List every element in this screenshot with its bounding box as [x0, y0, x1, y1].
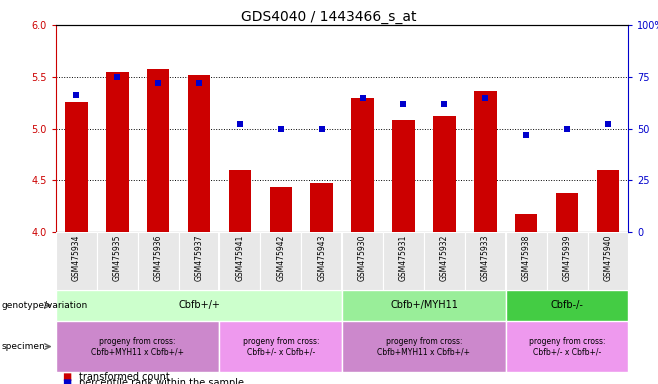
Text: Cbfb-/-: Cbfb-/-: [551, 300, 584, 310]
FancyBboxPatch shape: [56, 290, 342, 321]
Bar: [270, 187, 292, 232]
FancyBboxPatch shape: [424, 232, 465, 290]
Bar: [147, 68, 169, 232]
Text: transformed count: transformed count: [79, 372, 170, 382]
Bar: [229, 170, 251, 232]
Text: GSM475935: GSM475935: [113, 235, 122, 281]
Text: GSM475939: GSM475939: [563, 235, 572, 281]
Text: progeny from cross:
Cbfb+MYH11 x Cbfb+/+: progeny from cross: Cbfb+MYH11 x Cbfb+/+: [378, 337, 470, 356]
FancyBboxPatch shape: [465, 232, 506, 290]
Text: GSM475933: GSM475933: [481, 235, 490, 281]
FancyBboxPatch shape: [97, 232, 138, 290]
Text: GSM475942: GSM475942: [276, 235, 286, 281]
Text: GSM475943: GSM475943: [317, 235, 326, 281]
Text: GSM475941: GSM475941: [236, 235, 244, 281]
Text: Cbfb+/MYH11: Cbfb+/MYH11: [390, 300, 458, 310]
FancyBboxPatch shape: [506, 321, 628, 372]
FancyBboxPatch shape: [506, 290, 628, 321]
Text: progeny from cross:
Cbfb+/- x Cbfb+/-: progeny from cross: Cbfb+/- x Cbfb+/-: [529, 337, 605, 356]
Text: progeny from cross:
Cbfb+/- x Cbfb+/-: progeny from cross: Cbfb+/- x Cbfb+/-: [243, 337, 319, 356]
Bar: [433, 116, 455, 232]
FancyBboxPatch shape: [56, 232, 97, 290]
FancyBboxPatch shape: [547, 232, 588, 290]
Text: GSM475934: GSM475934: [72, 235, 81, 281]
Point: [357, 94, 368, 101]
FancyBboxPatch shape: [220, 232, 261, 290]
Point: [194, 80, 205, 86]
FancyBboxPatch shape: [342, 232, 383, 290]
Text: GDS4040 / 1443466_s_at: GDS4040 / 1443466_s_at: [241, 10, 417, 23]
Point: [153, 80, 163, 86]
Text: GSM475937: GSM475937: [195, 235, 203, 281]
Point: [112, 74, 122, 80]
Text: progeny from cross:
Cbfb+MYH11 x Cbfb+/+: progeny from cross: Cbfb+MYH11 x Cbfb+/+: [91, 337, 184, 356]
Point: [71, 93, 82, 99]
FancyBboxPatch shape: [220, 321, 342, 372]
FancyBboxPatch shape: [342, 321, 506, 372]
Bar: [515, 214, 538, 232]
Text: GSM475930: GSM475930: [358, 235, 367, 281]
FancyBboxPatch shape: [178, 232, 220, 290]
Text: ■: ■: [63, 378, 72, 384]
Point: [439, 101, 449, 107]
FancyBboxPatch shape: [56, 321, 220, 372]
Text: ■: ■: [63, 372, 72, 382]
Text: Cbfb+/+: Cbfb+/+: [178, 300, 220, 310]
FancyBboxPatch shape: [138, 232, 178, 290]
Text: GSM475931: GSM475931: [399, 235, 408, 281]
Point: [235, 121, 245, 127]
FancyBboxPatch shape: [342, 290, 506, 321]
Point: [521, 132, 532, 138]
Text: GSM475938: GSM475938: [522, 235, 530, 281]
Text: GSM475940: GSM475940: [603, 235, 613, 281]
Text: percentile rank within the sample: percentile rank within the sample: [79, 378, 244, 384]
Point: [316, 126, 327, 132]
FancyBboxPatch shape: [301, 232, 342, 290]
Text: genotype/variation: genotype/variation: [1, 301, 88, 310]
Bar: [392, 120, 415, 232]
Text: GSM475936: GSM475936: [154, 235, 163, 281]
Bar: [188, 75, 211, 232]
Bar: [474, 91, 497, 232]
Bar: [351, 98, 374, 232]
FancyBboxPatch shape: [588, 232, 628, 290]
FancyBboxPatch shape: [261, 232, 301, 290]
Text: specimen: specimen: [1, 342, 45, 351]
Text: GSM475932: GSM475932: [440, 235, 449, 281]
Point: [603, 121, 613, 127]
Point: [562, 126, 572, 132]
Point: [276, 126, 286, 132]
Bar: [556, 193, 578, 232]
Bar: [311, 182, 333, 232]
Bar: [106, 71, 128, 232]
Point: [398, 101, 409, 107]
Bar: [65, 102, 88, 232]
Point: [480, 94, 490, 101]
FancyBboxPatch shape: [506, 232, 547, 290]
Bar: [597, 170, 619, 232]
FancyBboxPatch shape: [383, 232, 424, 290]
